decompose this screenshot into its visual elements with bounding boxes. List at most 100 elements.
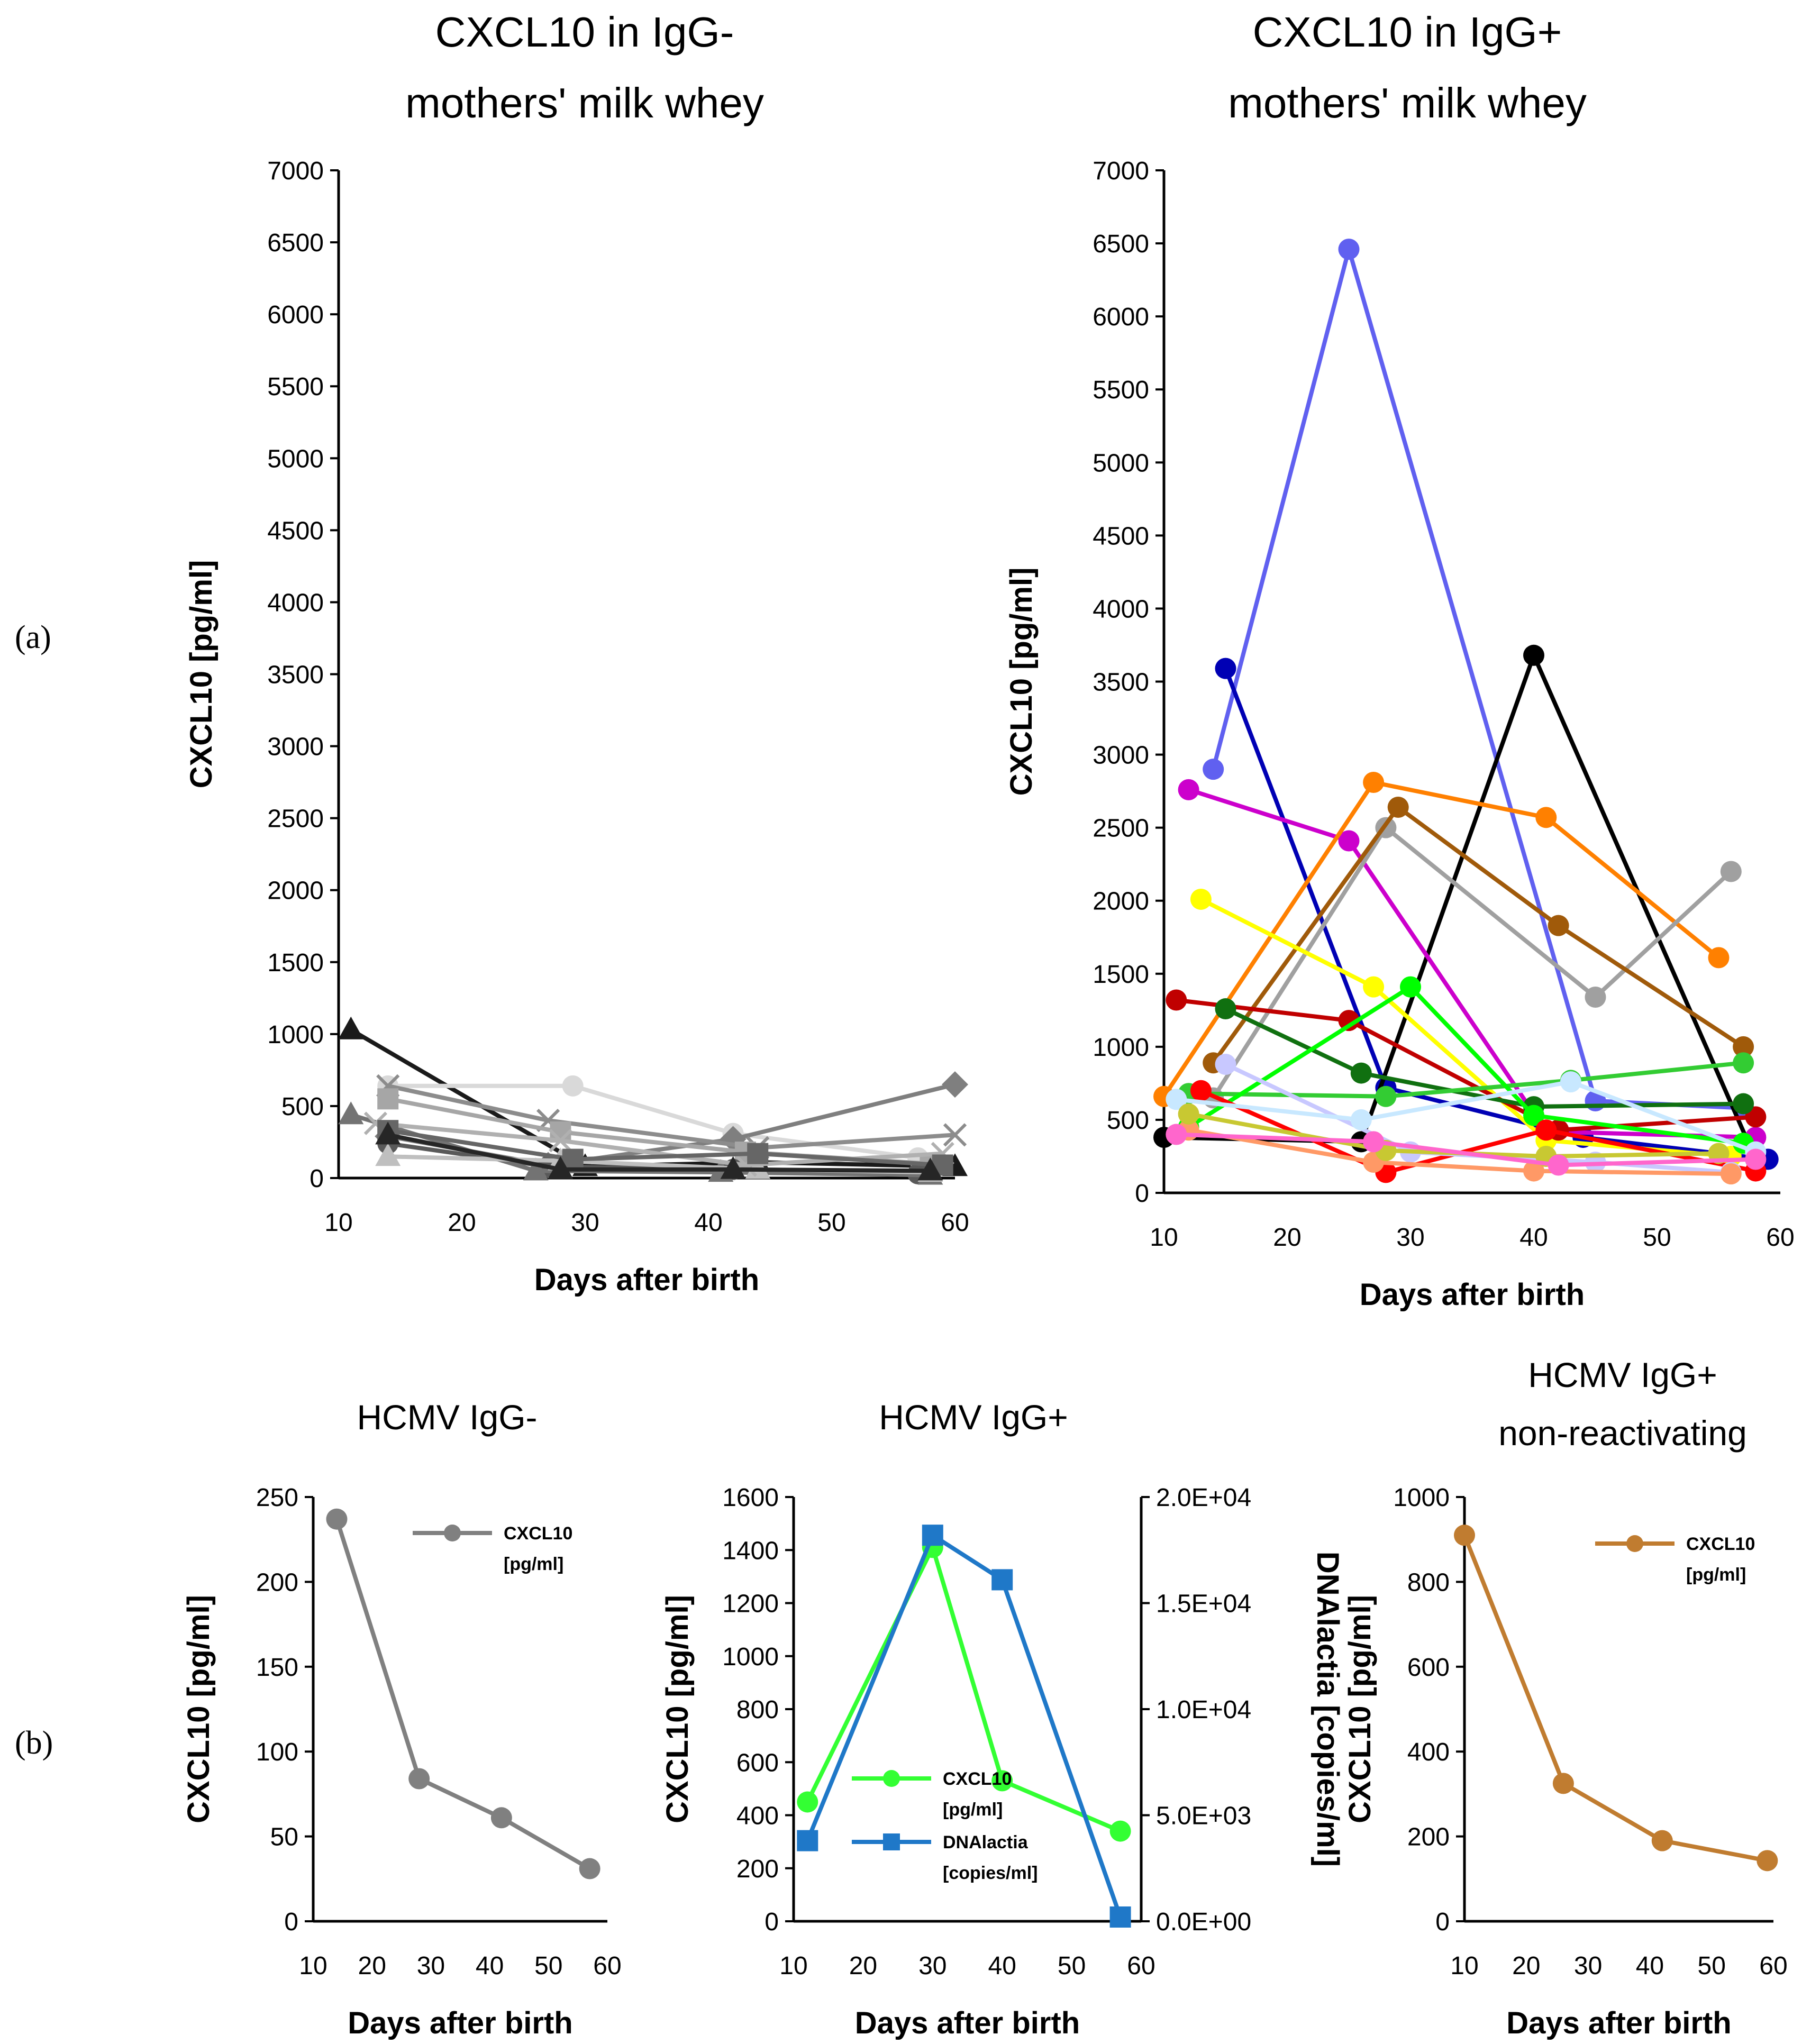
x-tick-label: 20 — [1273, 1224, 1301, 1252]
x-tick-label: 40 — [476, 1952, 504, 1980]
data-point — [991, 1569, 1013, 1591]
data-point — [408, 1768, 430, 1790]
y2-tick-label: 1.5E+04 — [1156, 1590, 1251, 1618]
series-line — [334, 1518, 591, 1871]
y-tick-label: 4000 — [267, 589, 324, 617]
y-tick-label: 1600 — [722, 1484, 779, 1512]
data-point — [1552, 1773, 1574, 1794]
legend-label: [pg/ml] — [1686, 1565, 1746, 1585]
data-point — [1400, 976, 1421, 998]
series-line — [805, 1545, 1122, 1833]
data-point — [1338, 239, 1360, 260]
data-point — [548, 1156, 574, 1179]
series-line — [1462, 1534, 1768, 1863]
y-tick-label: 3500 — [1093, 669, 1149, 697]
x-tick-label: 20 — [448, 1209, 476, 1237]
legend-label: CXCL10 — [1686, 1534, 1755, 1554]
y-tick-label: 6000 — [267, 301, 324, 329]
data-point — [1523, 1160, 1544, 1182]
data-point — [1708, 947, 1730, 969]
series-line — [1176, 1080, 1757, 1154]
series-line — [1162, 780, 1721, 1098]
data-point-stroke-b — [549, 1129, 572, 1153]
data-point — [523, 1157, 549, 1181]
y-tick-label: 250 — [256, 1484, 298, 1512]
data-point — [1548, 915, 1569, 936]
y-tick-label: 800 — [1407, 1568, 1450, 1596]
series-line — [388, 1083, 918, 1160]
data-point — [1166, 1124, 1187, 1145]
chart-title-line: HCMV IgG+ — [879, 1398, 1068, 1437]
x-axis-title: Days after birth — [1506, 2006, 1731, 2040]
legend-label: [pg/ml] — [943, 1800, 1003, 1820]
series-line — [1188, 1128, 1731, 1176]
x-tick-label: 60 — [1766, 1224, 1794, 1252]
x-tick-label: 50 — [1643, 1224, 1671, 1252]
legend-swatch-marker — [1626, 1535, 1643, 1552]
y-tick-label: 1500 — [1093, 961, 1149, 989]
y-tick-label: 1400 — [722, 1537, 779, 1565]
data-point — [1350, 1062, 1372, 1084]
series-line — [805, 1533, 1123, 1918]
x-tick-label: 30 — [1396, 1224, 1424, 1252]
y-tick-label: 2000 — [267, 877, 324, 905]
legend-label: CXCL10 — [504, 1523, 572, 1544]
chart-title-line: HCMV IgG- — [357, 1398, 537, 1437]
series-line — [387, 1128, 943, 1167]
data-point — [375, 1143, 401, 1166]
series-5 — [1153, 772, 1730, 1107]
data-point — [562, 1075, 584, 1097]
data-point — [1651, 1830, 1673, 1851]
data-point — [1733, 1052, 1754, 1074]
y2-tick-label: 1.0E+04 — [1156, 1696, 1251, 1724]
y-tick-label: 0 — [310, 1165, 324, 1193]
data-point — [1363, 772, 1385, 793]
x-tick-label: 40 — [988, 1952, 1016, 1980]
y-tick-label: 150 — [256, 1654, 298, 1682]
y-axis-title: CXCL10 [pg/ml] — [660, 1595, 695, 1823]
series-2 — [797, 1525, 1131, 1928]
y-tick-label: 4500 — [1093, 522, 1149, 550]
data-point — [326, 1508, 348, 1530]
series-line — [1176, 1132, 1756, 1167]
data-point — [1454, 1525, 1475, 1546]
data-point — [377, 1088, 399, 1110]
panel-label-b: (b) — [15, 1725, 53, 1761]
y-tick-label: 0 — [1135, 1180, 1149, 1208]
data-point — [747, 1143, 769, 1164]
y-tick-label: 500 — [281, 1093, 324, 1121]
data-point — [549, 1129, 572, 1153]
y-tick-label: 3000 — [267, 733, 324, 761]
data-point — [942, 1071, 968, 1098]
legend-label: CXCL10 — [943, 1769, 1012, 1789]
x-tick-label: 40 — [694, 1209, 722, 1237]
x-tick-label: 60 — [1127, 1952, 1155, 1980]
y-tick-label: 4000 — [1093, 595, 1149, 623]
x-tick-label: 20 — [1512, 1952, 1540, 1980]
x-tick-label: 60 — [1759, 1952, 1787, 1980]
series-1 — [797, 1537, 1131, 1842]
series-line — [1223, 668, 1769, 1162]
y-tick-label: 1000 — [722, 1643, 779, 1671]
x-tick-label: 60 — [593, 1952, 621, 1980]
data-point — [1166, 1089, 1187, 1110]
data-point — [1757, 1850, 1778, 1872]
panel-label-a: (a) — [15, 619, 51, 655]
chart-b-right: HCMV IgG+ non-reactivating 0 200 400 600 800 10… — [1343, 1355, 1788, 2040]
y-tick-label: 600 — [1407, 1654, 1450, 1682]
data-point — [1733, 1036, 1754, 1057]
y-tick-label: 2000 — [1093, 888, 1149, 916]
data-point — [1745, 1148, 1767, 1170]
y-tick-label: 50 — [270, 1823, 298, 1851]
x-tick-label: 60 — [941, 1209, 969, 1237]
data-point — [1338, 1010, 1360, 1032]
x-axis-title: Days after birth — [855, 2006, 1080, 2040]
series-line — [1211, 825, 1733, 1099]
data-point-stroke-b — [943, 1123, 967, 1147]
y-tick-label: 100 — [256, 1738, 298, 1766]
x-tick-label: 30 — [918, 1952, 947, 1980]
data-point — [338, 1016, 364, 1039]
y-tick-label: 400 — [736, 1802, 779, 1830]
data-point — [917, 1157, 943, 1181]
data-point — [1387, 796, 1409, 818]
